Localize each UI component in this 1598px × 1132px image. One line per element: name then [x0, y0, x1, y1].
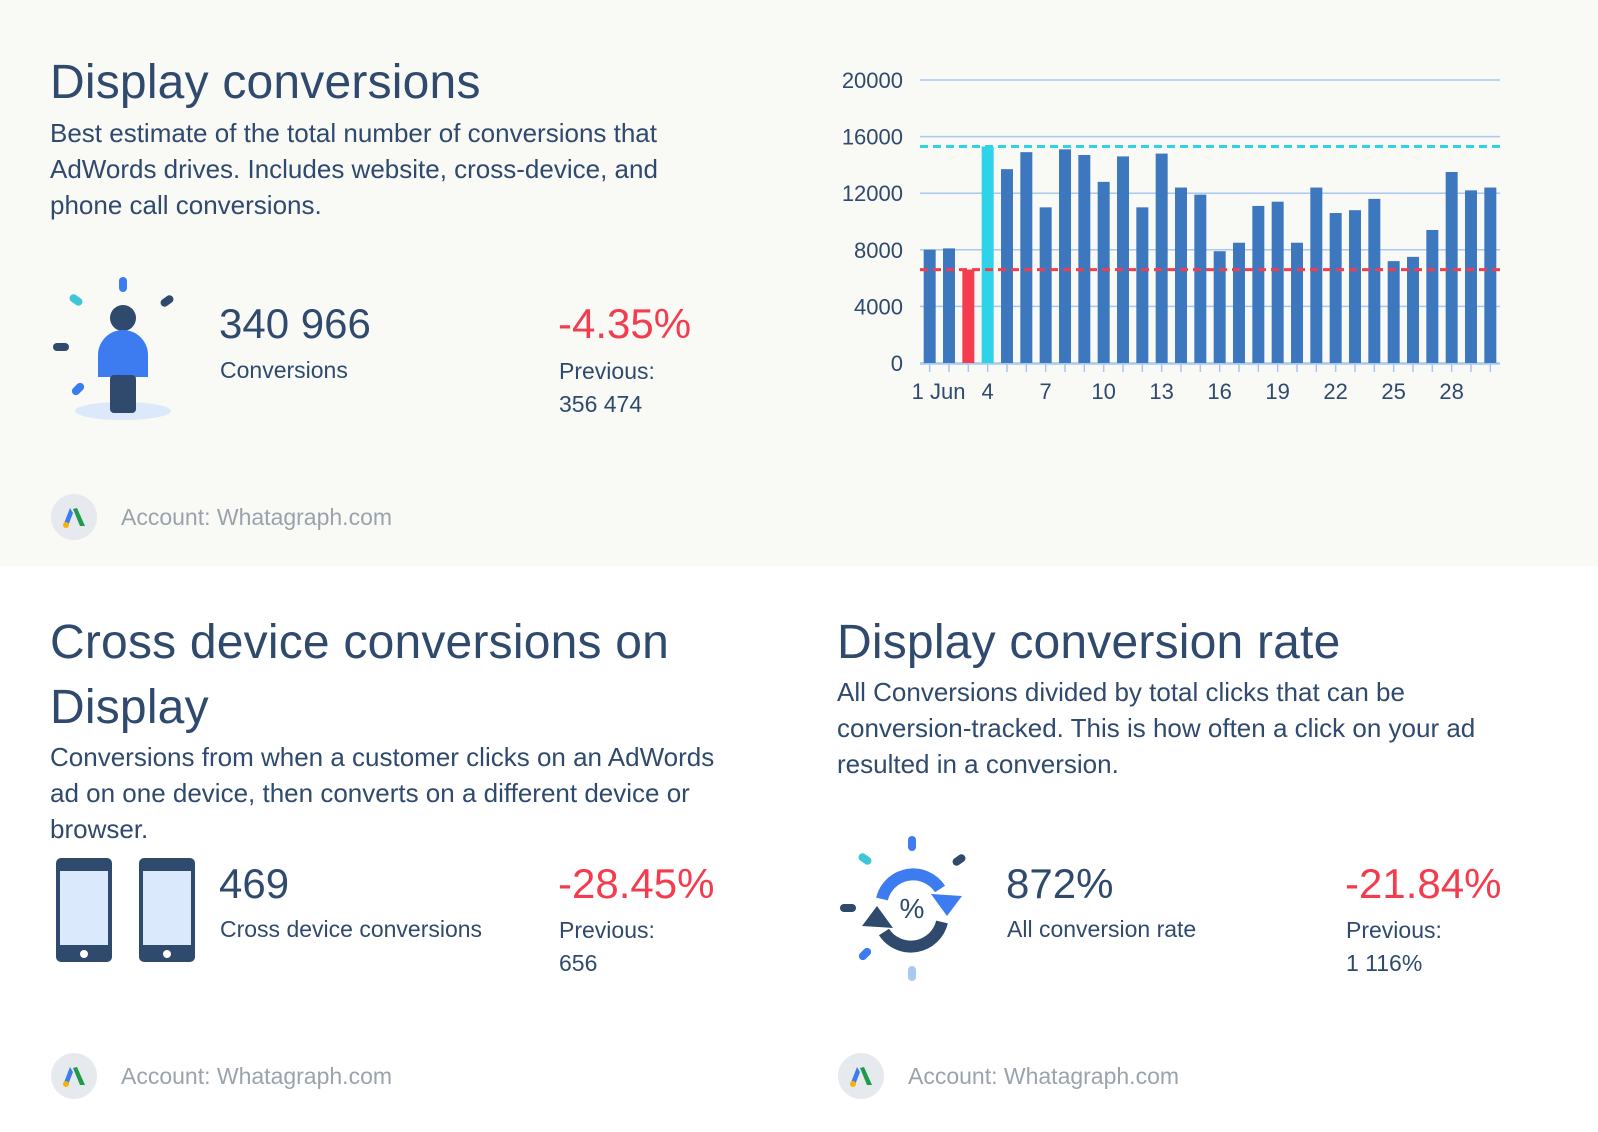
previous-label: Previous:: [559, 358, 655, 384]
conversion-rate-value: 872%: [1006, 860, 1114, 907]
bar: [1194, 194, 1207, 363]
adwords-logo-icon: [51, 494, 97, 540]
cross-device-panel: Cross device conversions on Display Conv…: [0, 566, 799, 1132]
bar: [1484, 187, 1497, 363]
previous-value: 356 474: [559, 391, 643, 417]
page-title: Display conversions: [50, 56, 481, 109]
conversions-bar-chart: 0 4000 8000 12000 16000 20000 1 Jun 4 7 10 13 16 19 2…: [842, 68, 1500, 404]
person-icon: [53, 277, 174, 420]
bar: [1349, 210, 1361, 363]
y-tick-label: 16000: [842, 125, 903, 150]
description: Conversions from when a customer clicks …: [50, 742, 715, 844]
percent-cycle-icon: %: [840, 836, 966, 981]
bar: [1368, 198, 1381, 363]
bar: [1445, 171, 1458, 363]
description: Best estimate of the total number of con…: [50, 118, 658, 220]
bar: [1001, 169, 1013, 363]
bar: [1175, 187, 1187, 363]
y-tick-label: 20000: [842, 68, 903, 93]
bar: [962, 269, 975, 363]
previous-value: 656: [559, 950, 598, 976]
account-footer: Account: Whatagraph.com: [51, 1053, 392, 1099]
x-tick-label: 16: [1207, 379, 1231, 404]
bar: [1426, 229, 1439, 363]
bar: [1271, 201, 1284, 363]
x-tick-label: 28: [1439, 379, 1463, 404]
bar: [981, 146, 994, 363]
account-footer: Account: Whatagraph.com: [51, 494, 392, 540]
previous-label: Previous:: [1346, 917, 1442, 943]
y-tick-label: 0: [891, 351, 903, 376]
conversion-rate-label: All conversion rate: [1007, 916, 1197, 942]
account-text: Account: Whatagraph.com: [908, 1062, 1180, 1089]
section-title: Display conversion rate: [837, 616, 1341, 669]
bar: [1059, 149, 1071, 363]
conversions-value: 340 966: [219, 300, 371, 347]
cross-device-label: Cross device conversions: [220, 916, 483, 942]
bar: [1310, 187, 1323, 363]
x-tick-label: 25: [1381, 379, 1405, 404]
bar: [1039, 207, 1052, 363]
description: All Conversions divided by total clicks …: [837, 677, 1476, 779]
bar: [1329, 213, 1342, 363]
bar: [1407, 256, 1419, 363]
adwords-logo-icon: [51, 1053, 97, 1099]
change-percent: -4.35%: [558, 300, 692, 347]
bar: [1078, 154, 1091, 363]
bar: [943, 248, 955, 363]
display-conversions-panel: Display conversions Best estimate of the…: [50, 56, 1500, 540]
account-footer: Account: Whatagraph.com: [838, 1053, 1179, 1099]
change-percent: -21.84%: [1345, 860, 1502, 907]
y-tick-label: 4000: [854, 294, 903, 319]
previous-label: Previous:: [559, 917, 655, 943]
bar: [1252, 205, 1265, 363]
bar: [923, 249, 936, 363]
x-tick-label: 4: [982, 379, 994, 404]
cross-device-value: 469: [219, 860, 290, 907]
bar: [1136, 207, 1149, 363]
y-tick-label: 8000: [854, 238, 903, 263]
two-phones-icon: [56, 858, 195, 962]
adwords-logo-icon: [838, 1053, 884, 1099]
bar: [1213, 251, 1226, 363]
x-tick-label: 19: [1265, 379, 1289, 404]
bar: [1097, 181, 1110, 363]
x-tick-label: 1 Jun: [912, 379, 966, 404]
previous-value: 1 116%: [1346, 950, 1423, 976]
svg-text:%: %: [900, 893, 925, 924]
change-percent: -28.45%: [558, 860, 715, 907]
y-tick-label: 12000: [842, 181, 903, 206]
bar: [1233, 242, 1245, 363]
x-tick-label: 10: [1091, 379, 1115, 404]
section-title: Cross device conversions on Display: [50, 616, 670, 735]
x-tick-label: 13: [1149, 379, 1173, 404]
x-tick-label: 7: [1040, 379, 1052, 404]
account-text: Account: Whatagraph.com: [121, 1062, 393, 1089]
x-tick-label: 22: [1323, 379, 1347, 404]
bar: [1020, 152, 1033, 363]
bar: [1387, 261, 1400, 363]
bar: [1155, 153, 1168, 363]
bar: [1291, 242, 1303, 363]
account-text: Account: Whatagraph.com: [121, 503, 393, 530]
bar: [1465, 190, 1477, 363]
conversion-rate-panel: Display conversion rate All Conversions …: [799, 566, 1598, 1132]
conversions-label: Conversions: [220, 357, 348, 383]
bar: [1117, 156, 1129, 363]
